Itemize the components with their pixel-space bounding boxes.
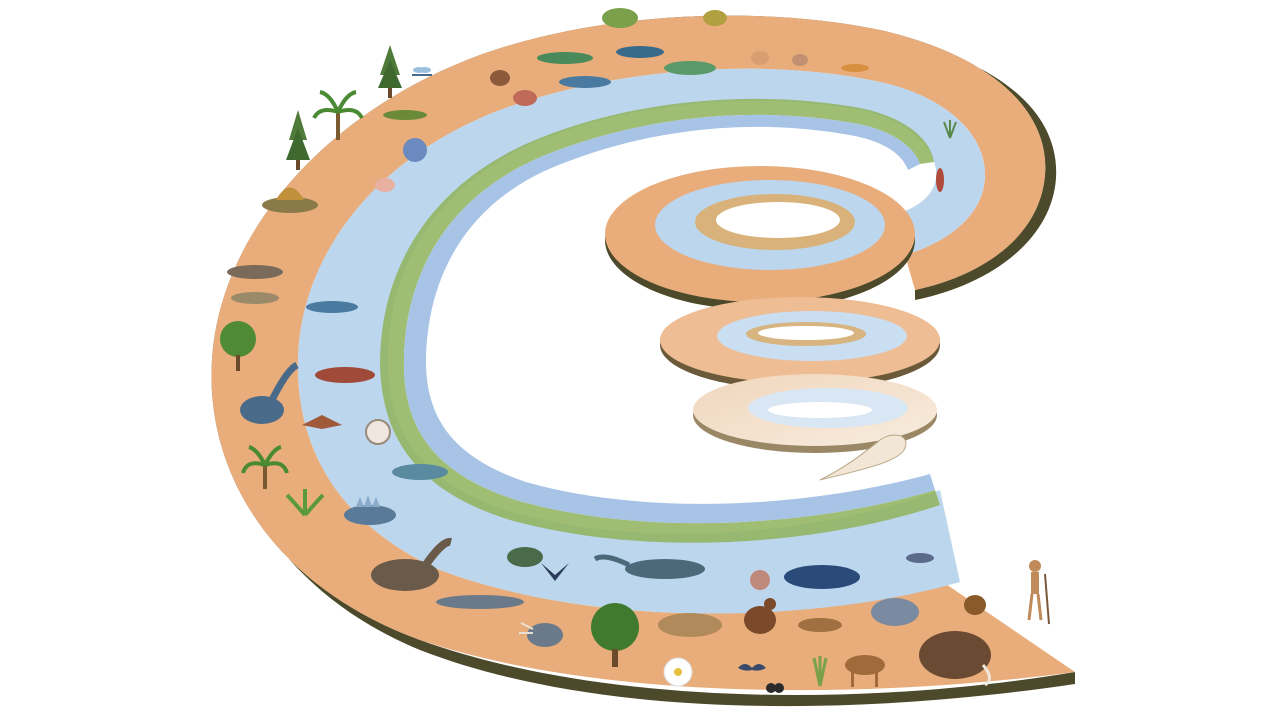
spiral-tail bbox=[819, 434, 907, 481]
dimetrodon-icon bbox=[262, 187, 318, 213]
inner-spiral-coils bbox=[605, 166, 940, 481]
plant-icon bbox=[943, 120, 957, 139]
triceratops-icon bbox=[519, 622, 563, 647]
fish-icon bbox=[664, 61, 716, 75]
brontosaurus-icon bbox=[371, 537, 452, 591]
cycad-icon bbox=[285, 489, 325, 517]
ammonite-icon bbox=[365, 419, 391, 445]
outer-land-band bbox=[211, 15, 1075, 691]
magnolia-flower-icon bbox=[663, 657, 693, 687]
shell-icon bbox=[751, 51, 769, 65]
fish-icon bbox=[841, 64, 869, 72]
crinoid-icon bbox=[513, 90, 537, 106]
mammoth-icon bbox=[919, 631, 991, 687]
coil-3-hole bbox=[768, 402, 872, 418]
small-mammal-icon bbox=[798, 618, 842, 632]
bat-icon bbox=[738, 664, 766, 671]
jellyfish-icon bbox=[375, 178, 395, 192]
sea-turtle-icon bbox=[507, 547, 543, 567]
seed-icon bbox=[936, 168, 944, 192]
whale-icon bbox=[784, 565, 860, 589]
plesiosaur-icon bbox=[593, 554, 705, 579]
shell-icon bbox=[792, 54, 808, 66]
stegosaurus-icon bbox=[344, 495, 396, 525]
octopus-icon bbox=[750, 570, 770, 590]
crocodile-icon bbox=[436, 595, 524, 609]
horse-icon bbox=[845, 655, 885, 687]
amphibian-icon bbox=[383, 110, 427, 120]
conifer-icon bbox=[378, 45, 402, 98]
conifer-icon bbox=[286, 110, 310, 170]
trilobite-icon bbox=[490, 70, 510, 86]
tyrannosaurus-icon bbox=[658, 613, 722, 637]
human-figure-icon bbox=[1027, 560, 1050, 625]
coil-1-hole bbox=[716, 202, 840, 238]
nautilus-icon bbox=[403, 138, 427, 162]
fish-icon bbox=[616, 46, 664, 58]
dolphin-icon bbox=[315, 367, 375, 383]
rhinoceros-icon bbox=[871, 598, 919, 626]
reed-icon bbox=[812, 656, 828, 687]
plants-and-animals bbox=[220, 8, 1050, 693]
reptile-icon bbox=[231, 292, 279, 304]
pterosaur-icon bbox=[302, 415, 342, 429]
shrub-icon bbox=[703, 10, 727, 26]
dragonfly-icon bbox=[412, 67, 432, 76]
fish-icon bbox=[537, 52, 593, 64]
fish-icon bbox=[306, 301, 358, 313]
shrub-icon bbox=[602, 8, 638, 28]
flightless-bird-icon bbox=[744, 598, 776, 634]
palm-tree-icon bbox=[241, 445, 289, 489]
deciduous-tree-icon bbox=[591, 603, 639, 667]
shark-icon bbox=[559, 76, 611, 88]
butterfly-icon bbox=[766, 683, 784, 693]
primate-icon bbox=[964, 595, 986, 615]
sauropod-icon bbox=[240, 361, 299, 424]
deciduous-tree-icon bbox=[220, 321, 256, 371]
spiral-main-band bbox=[211, 15, 1075, 707]
reptile-icon bbox=[227, 265, 283, 279]
pterosaur-icon bbox=[541, 563, 569, 581]
fish-icon bbox=[392, 464, 448, 480]
coil-2-hole bbox=[758, 326, 854, 340]
fish-icon bbox=[906, 553, 934, 563]
palm-tree-icon bbox=[312, 90, 364, 140]
